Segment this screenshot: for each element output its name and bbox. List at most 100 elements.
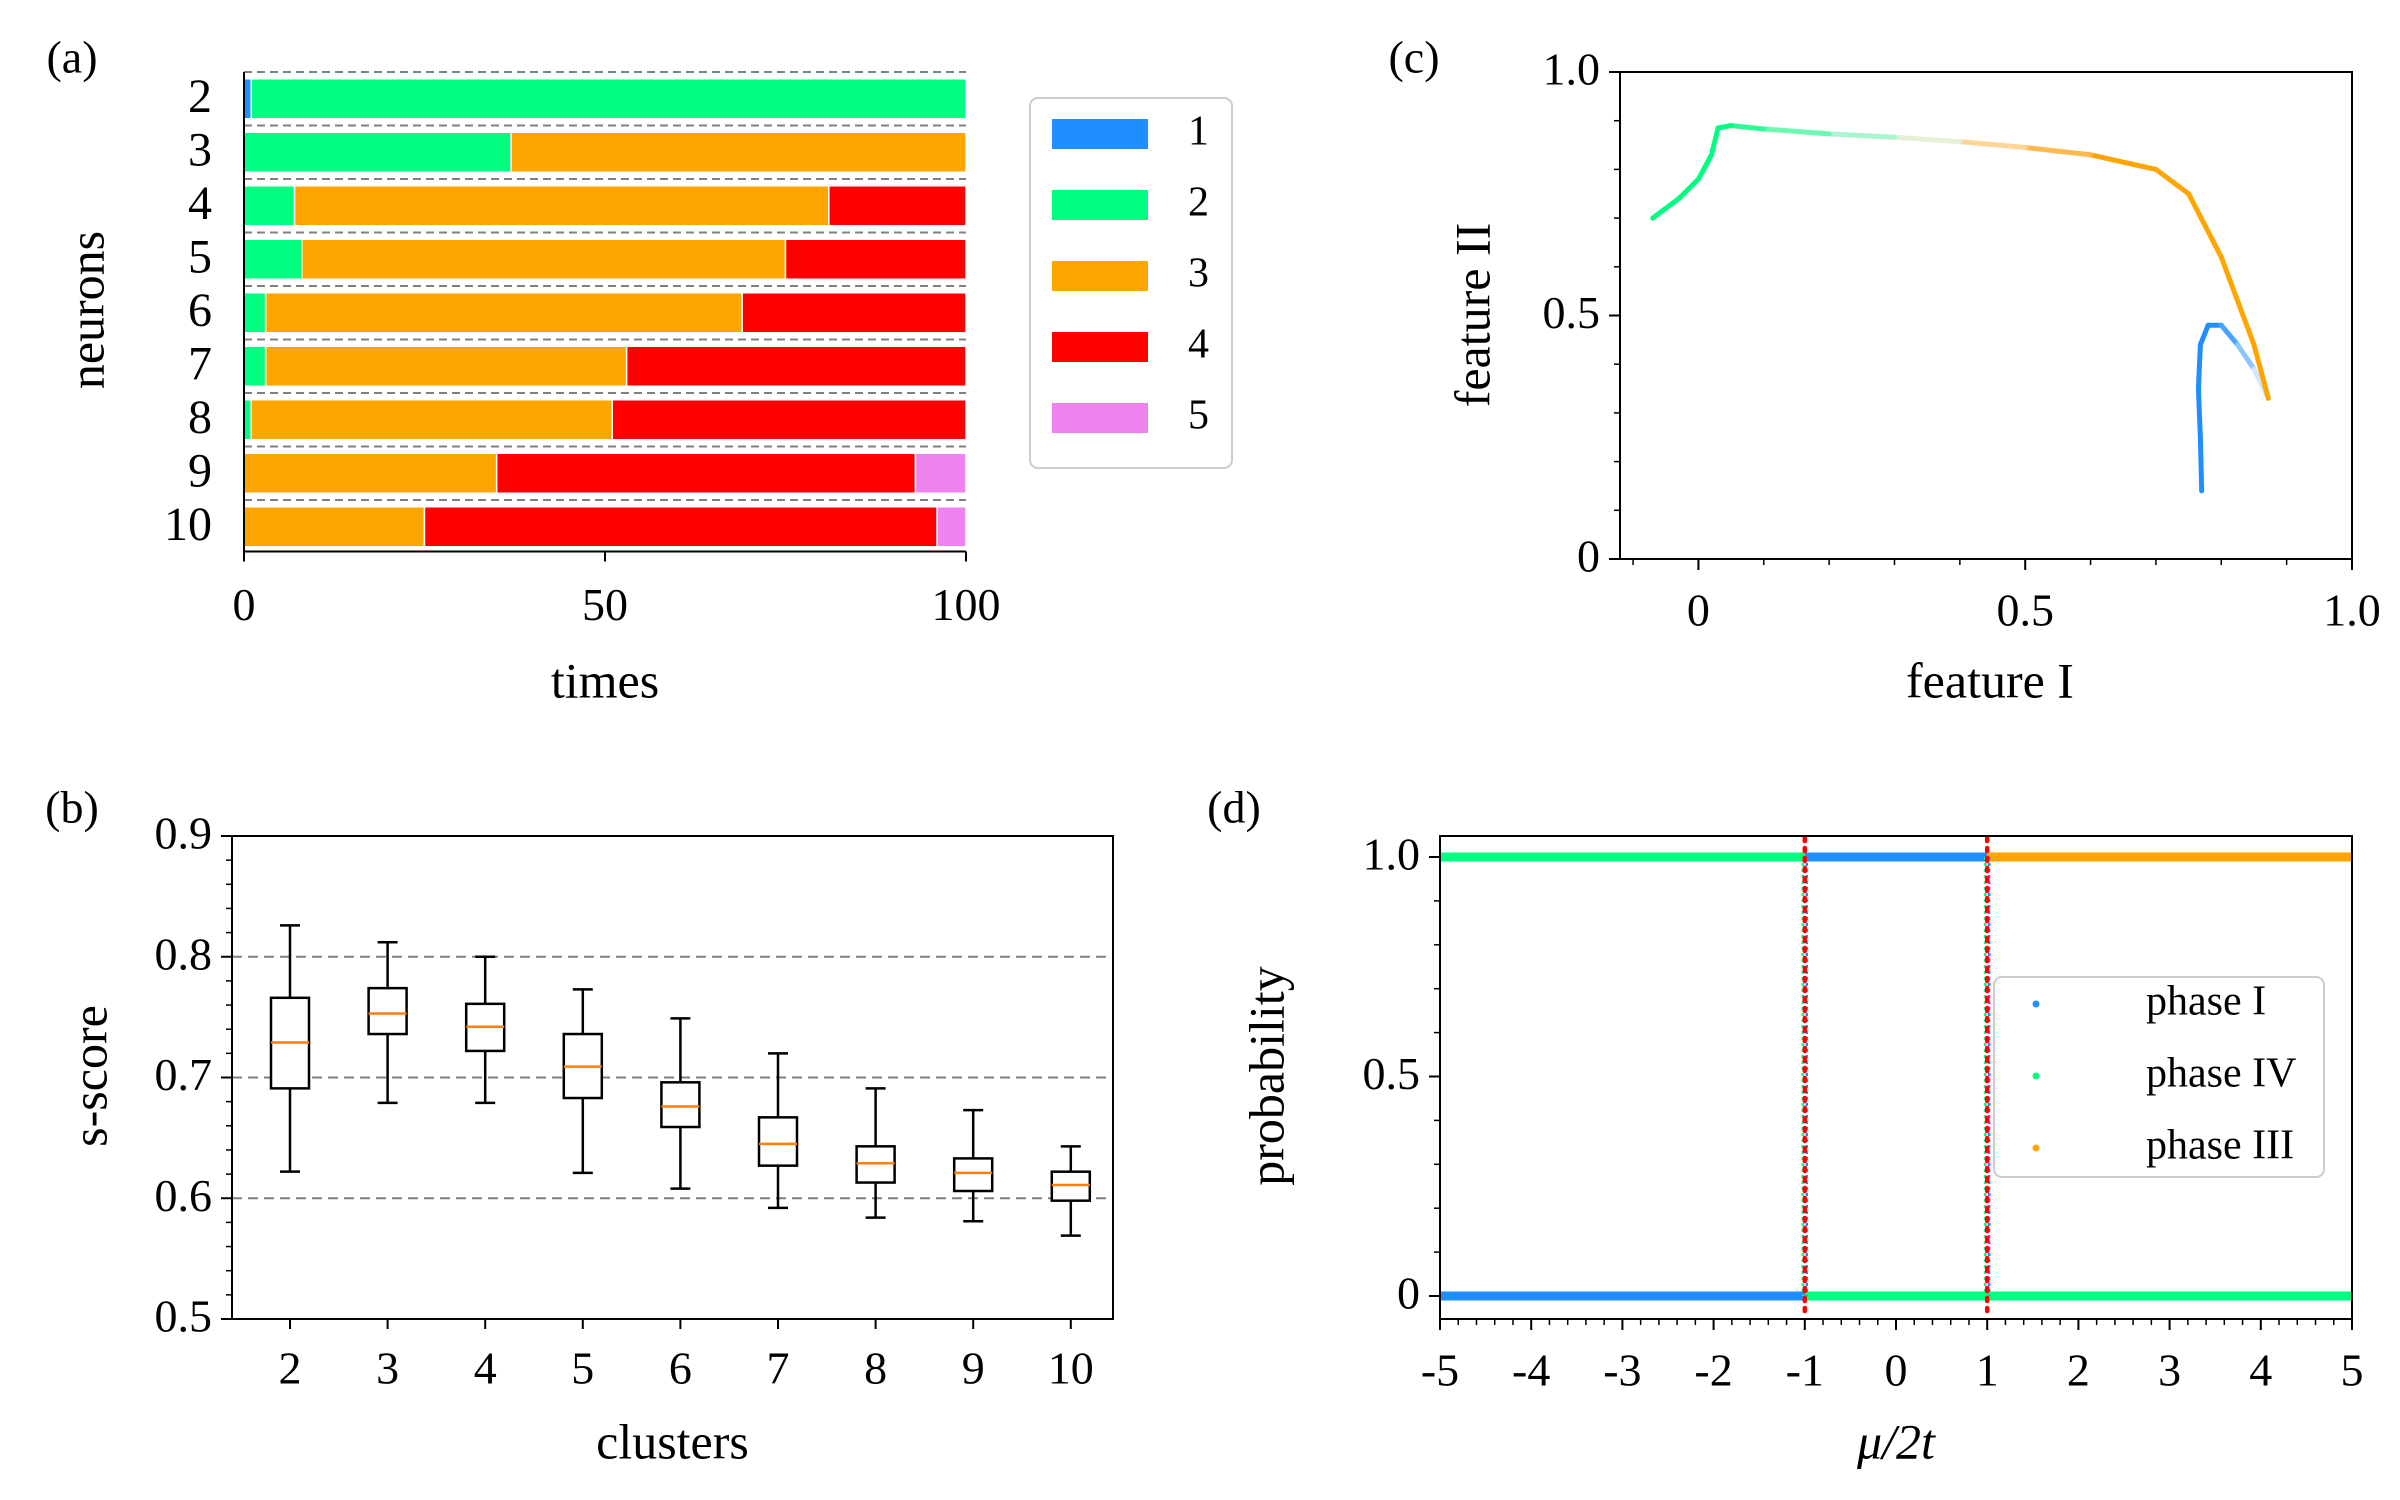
category-label: 7 — [188, 337, 212, 390]
box — [660, 1081, 701, 1129]
curve-segment — [2235, 342, 2257, 372]
legend-label: phase IV — [2146, 1051, 2296, 1097]
bar-segment — [243, 185, 296, 227]
curve-segment — [2218, 254, 2257, 348]
curve-segment — [1676, 176, 1701, 202]
bar-segment — [301, 238, 787, 280]
x-tick-label: 1.0 — [2323, 585, 2381, 636]
box-plot — [1050, 1145, 1092, 1237]
x-axis-label: μ/2t — [1856, 1413, 1936, 1469]
axes-frame — [231, 835, 1114, 1320]
x-tick-label: -4 — [1512, 1345, 1550, 1396]
curve-segment — [2186, 191, 2224, 260]
panel-label: (a) — [46, 32, 97, 83]
box-plot — [367, 941, 408, 1105]
x-tick-label: 0 — [1687, 585, 1710, 636]
x-tick-label: 0.5 — [1996, 585, 2054, 636]
x-tick-label: 8 — [864, 1343, 887, 1394]
x-tick-label: 10 — [1048, 1343, 1094, 1394]
bar-segment — [250, 78, 967, 120]
x-tick-label: 3 — [2158, 1345, 2181, 1396]
box — [952, 1157, 994, 1193]
curve-segment — [1761, 126, 1832, 137]
box-plot — [562, 988, 604, 1175]
category-label: 9 — [188, 444, 212, 497]
x-tick-label: 4 — [474, 1343, 497, 1394]
x-tick-label: 3 — [376, 1343, 399, 1394]
y-axis-label: s-score — [61, 1005, 117, 1147]
legend-marker — [2032, 1144, 2040, 1152]
category-label: 10 — [164, 498, 212, 551]
category-label: 6 — [188, 284, 212, 337]
legend-swatch — [1052, 261, 1148, 291]
bar-segment — [293, 185, 830, 227]
curve-segment — [1892, 134, 1963, 145]
curve-segment — [2088, 152, 2159, 172]
x-axis-label: clusters — [596, 1413, 749, 1469]
legend-label: 5 — [1188, 393, 1209, 439]
bar-segment — [611, 399, 967, 441]
panel-c: 0 0.5 1.0 0 0.5 1.0 feature I feature II — [1444, 44, 2380, 709]
y-tick-label: 0.5 — [1363, 1048, 1421, 1099]
category-label: 2 — [188, 70, 212, 123]
x-tick-label: 2 — [279, 1343, 302, 1394]
bar-segment — [495, 452, 917, 494]
legend-label: 3 — [1188, 251, 1209, 297]
box-plot — [660, 1017, 701, 1190]
curve-segment — [2153, 166, 2192, 197]
axes-frame — [1619, 71, 2353, 560]
panel-b: 0.5 0.6 0.7 0.8 0.9 2 3 4 5 6 7 8 9 10 clusters s-score — [61, 808, 1114, 1469]
box-plot — [757, 1052, 799, 1210]
y-tick-label: 0.8 — [155, 928, 213, 979]
bar-segment — [264, 292, 743, 334]
bar-segment — [828, 185, 967, 227]
y-tick-label: 0.5 — [155, 1291, 213, 1342]
x-tick-label: 5 — [2341, 1345, 2364, 1396]
box — [757, 1116, 799, 1167]
legend: phase I phase IV phase III — [1993, 976, 2325, 1178]
curve-segment — [2251, 342, 2271, 401]
legend-swatch — [1052, 119, 1148, 149]
bar-segment — [243, 131, 512, 173]
x-tick-label: 4 — [2249, 1345, 2272, 1396]
curve-segment — [2195, 342, 2203, 392]
y-tick-label: 0 — [1577, 531, 1600, 582]
legend: 1 2 3 4 5 — [1029, 97, 1233, 469]
legend-label: 2 — [1188, 180, 1209, 226]
curve-segment — [2197, 322, 2211, 348]
legend-frame — [1993, 976, 2325, 1178]
bar-segment — [625, 345, 967, 387]
legend-swatch — [1052, 190, 1148, 220]
y-tick-label: 0.7 — [155, 1049, 213, 1100]
bar-segment — [250, 399, 613, 441]
category-label: 3 — [188, 123, 212, 176]
legend-label: phase I — [2146, 979, 2266, 1025]
x-tick-label: 50 — [582, 579, 628, 630]
y-tick-label: 1.0 — [1543, 44, 1601, 95]
legend-label: 4 — [1188, 322, 1209, 368]
x-axis-label: times — [551, 652, 659, 708]
curve-segment — [2022, 144, 2094, 158]
curve-segment — [1957, 139, 2028, 150]
legend-label: phase III — [2146, 1123, 2294, 1169]
y-tick-label: 0.6 — [155, 1170, 213, 1221]
legend-marker — [2032, 1072, 2040, 1080]
legend-label: 1 — [1188, 109, 1209, 155]
box — [367, 986, 408, 1036]
x-tick-label: 5 — [571, 1343, 594, 1394]
y-tick-label: 1.0 — [1363, 829, 1421, 880]
curve-segment — [1728, 123, 1767, 132]
curve-segment — [1709, 125, 1721, 158]
curve-segment — [2197, 434, 2205, 494]
legend-marker — [2032, 1000, 2040, 1008]
bar-segment — [264, 345, 628, 387]
x-tick-label: 0 — [233, 579, 256, 630]
legend-swatch — [1052, 403, 1148, 433]
x-tick-label: -3 — [1603, 1345, 1641, 1396]
x-tick-label: 1 — [1976, 1345, 1999, 1396]
y-axis-label: neurons — [58, 231, 114, 389]
bar-segment — [243, 238, 303, 280]
box-plot — [464, 955, 506, 1105]
